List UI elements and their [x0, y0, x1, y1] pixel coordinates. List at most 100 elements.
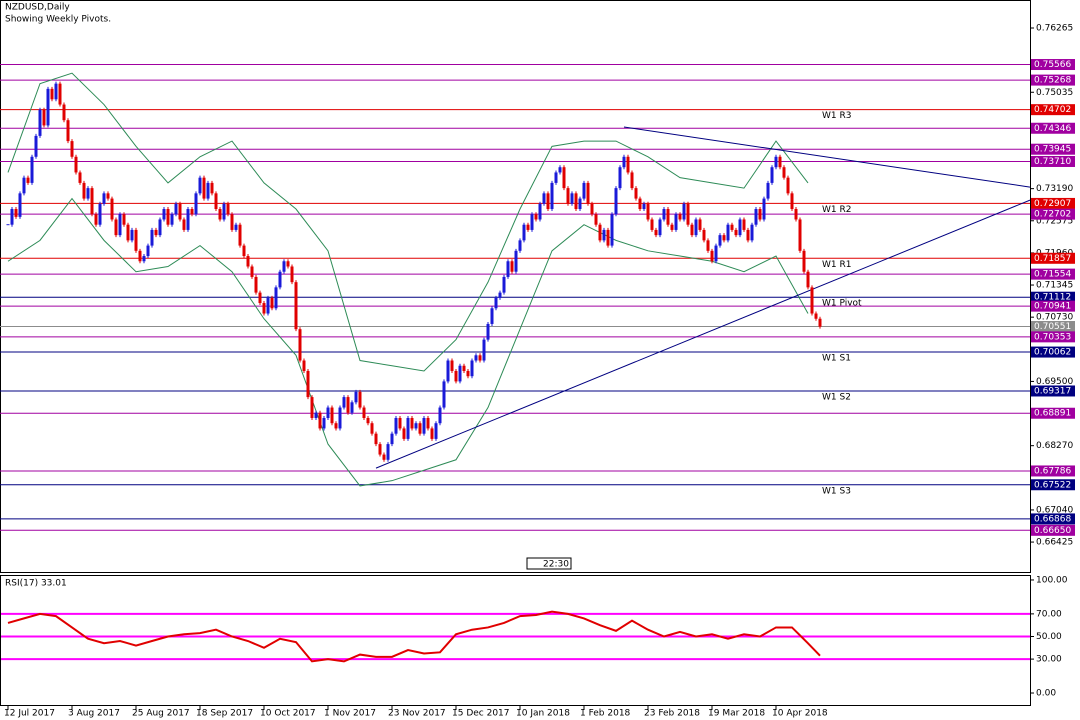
time-label: 22:30: [543, 560, 569, 570]
candle: [742, 219, 746, 230]
rsi-line: [7, 610, 821, 663]
candle: [554, 172, 558, 183]
candle: [534, 214, 538, 220]
candle: [450, 360, 454, 371]
candle: [538, 203, 542, 220]
x-tick-label: 10 Oct 2017: [260, 709, 316, 719]
candle: [314, 412, 318, 418]
level-name: W1 R3: [822, 111, 851, 121]
candle: [762, 198, 766, 220]
y-tick-label: 0.76265: [1036, 24, 1073, 34]
candle: [290, 266, 294, 283]
candle: [818, 318, 822, 327]
candle: [530, 214, 534, 230]
level-label: 0.72702: [1034, 210, 1071, 220]
candle: [426, 417, 430, 429]
level-name: W1 Pivot: [822, 299, 862, 309]
candle: [90, 188, 94, 215]
level-label: 0.75268: [1034, 76, 1071, 86]
candle: [154, 229, 158, 236]
candle: [610, 214, 614, 246]
candle: [710, 250, 714, 262]
candle: [542, 193, 546, 204]
candle: [778, 156, 782, 168]
candle: [214, 193, 218, 210]
x-tick-label: 10 Jan 2018: [516, 709, 570, 719]
candle: [342, 397, 346, 408]
candle: [770, 167, 774, 183]
candle: [286, 261, 290, 267]
candle: [246, 256, 250, 267]
candle: [666, 209, 670, 225]
candle: [566, 188, 570, 204]
candle: [410, 417, 414, 429]
candle: [678, 214, 682, 220]
candle: [462, 365, 466, 371]
candle: [494, 297, 498, 309]
candle: [186, 209, 190, 230]
candle: [62, 104, 66, 121]
candle: [674, 214, 678, 230]
level-label: 0.69317: [1034, 386, 1071, 396]
candle: [10, 209, 14, 225]
y-tick-label: 0.72575: [1036, 216, 1073, 226]
candle: [198, 177, 202, 194]
y-tick-label: 0.70730: [1036, 313, 1073, 323]
candle: [202, 177, 206, 199]
candle: [502, 276, 506, 293]
candle: [334, 423, 338, 429]
candle: [550, 182, 554, 210]
candle: [270, 297, 274, 309]
level-label: 0.70941: [1034, 302, 1071, 312]
candle: [702, 229, 706, 241]
candle: [366, 417, 370, 424]
candle: [486, 323, 490, 340]
candle: [698, 219, 702, 230]
candle: [38, 109, 42, 136]
candle: [758, 209, 762, 220]
candle: [362, 407, 366, 418]
candle: [766, 182, 770, 199]
level-box: [1031, 385, 1075, 397]
candle: [386, 444, 390, 460]
candle: [310, 397, 314, 418]
level-label: 0.66650: [1034, 526, 1071, 536]
candle: [602, 229, 606, 241]
candle: [274, 287, 278, 309]
candle: [50, 88, 54, 100]
candle: [442, 381, 446, 408]
x-tick-label: 1 Nov 2017: [324, 709, 376, 719]
candle: [510, 261, 514, 272]
candle: [206, 182, 210, 199]
candle: [254, 276, 258, 293]
level-label: 0.73710: [1034, 157, 1071, 167]
candle: [138, 250, 142, 262]
candle: [646, 203, 650, 220]
level-label: 0.74702: [1034, 105, 1071, 115]
candle: [258, 292, 262, 304]
candle: [614, 188, 618, 215]
candle: [518, 240, 522, 251]
candle: [298, 329, 302, 361]
level-label: 0.75566: [1034, 60, 1071, 70]
candle: [438, 407, 442, 424]
candle: [18, 193, 22, 217]
candle: [738, 219, 742, 236]
x-tick-label: 3 Aug 2017: [68, 709, 120, 719]
candle: [114, 219, 118, 236]
level-name: W1 R2: [822, 205, 851, 215]
x-tick-label: 15 Dec 2017: [452, 709, 510, 719]
price-frame: [0, 0, 1031, 573]
y-tick-label: 0.67040: [1036, 505, 1073, 515]
y-tick-label: 0.68270: [1036, 441, 1073, 451]
x-tick-label: 25 Aug 2017: [132, 709, 190, 719]
candle: [306, 370, 310, 398]
candle: [798, 219, 802, 251]
candle: [682, 203, 686, 220]
level-box: [1031, 104, 1075, 116]
level-box: [1031, 465, 1075, 477]
level-box: [1031, 268, 1075, 280]
candle: [182, 219, 186, 230]
level-box: [1031, 155, 1075, 167]
